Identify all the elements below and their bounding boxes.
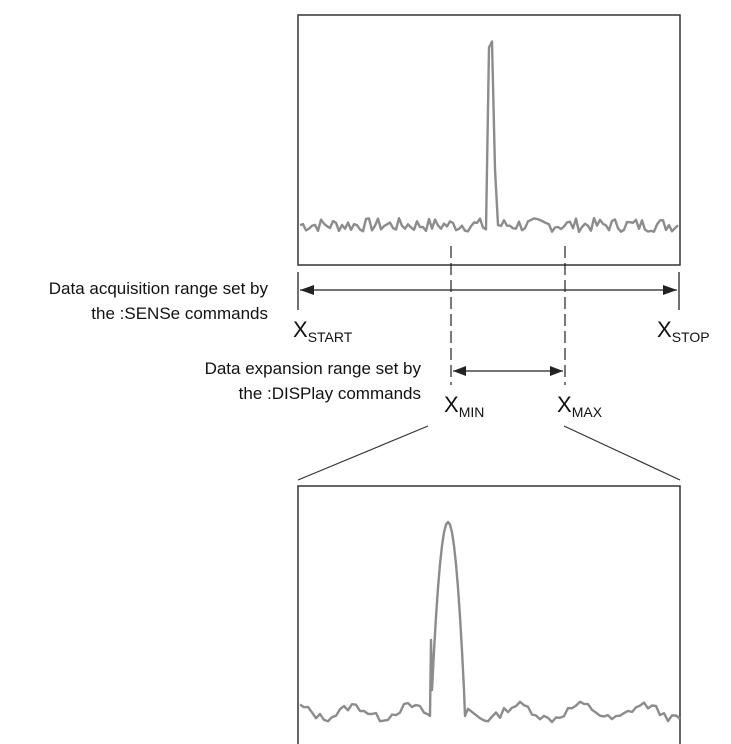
acquisition-arrowhead-right bbox=[663, 285, 677, 295]
acquisition-arrowhead-left bbox=[300, 285, 314, 295]
expansion-arrowhead-left bbox=[453, 366, 466, 376]
acquisition-spectrum-trace bbox=[299, 40, 679, 234]
expansion-guides bbox=[450, 246, 566, 385]
expansion-arrowhead-right bbox=[550, 366, 563, 376]
acquisition-label-line2: the :SENSe commands bbox=[91, 304, 268, 323]
expansion-label-line2: the :DISPlay commands bbox=[239, 384, 421, 403]
acquisition-display-frame bbox=[297, 14, 681, 266]
acquisition-range-indicator bbox=[297, 272, 680, 310]
xmax-label: XMAX bbox=[557, 392, 603, 420]
xmin-label: XMIN bbox=[444, 392, 484, 420]
expansion-spectrum-trace bbox=[299, 520, 681, 724]
expansion-label-line1: Data expansion range set by bbox=[205, 359, 422, 378]
expansion-range-indicator bbox=[453, 366, 563, 376]
expansion-display-frame bbox=[297, 485, 681, 744]
acquisition-label-line1: Data acquisition range set by bbox=[49, 279, 269, 298]
acquisition-display bbox=[297, 14, 681, 266]
xstop-label: XSTOP bbox=[657, 317, 710, 345]
expansion-display bbox=[297, 485, 681, 744]
zoom-connector-left bbox=[297, 425, 429, 481]
zoom-connector-right bbox=[563, 425, 681, 481]
xstart-label: XSTART bbox=[293, 317, 353, 345]
